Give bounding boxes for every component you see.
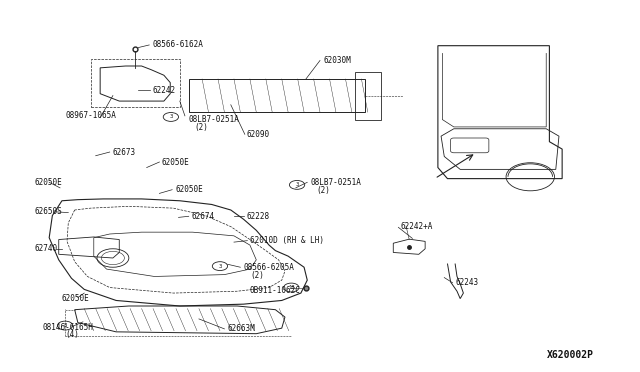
Text: 8: 8 — [63, 323, 67, 328]
Text: (2): (2) — [317, 186, 331, 195]
Text: 3: 3 — [218, 264, 221, 269]
Text: 62228: 62228 — [246, 212, 270, 221]
Text: (2): (2) — [250, 271, 264, 280]
Text: 0B911-1062C: 0B911-1062C — [250, 286, 301, 295]
Text: 3: 3 — [296, 182, 299, 187]
Text: 62050E: 62050E — [35, 178, 62, 187]
Text: 08LB7-0251A: 08LB7-0251A — [310, 178, 362, 187]
Text: 62673: 62673 — [113, 148, 136, 157]
Text: 08LB7-0251A: 08LB7-0251A — [188, 115, 239, 124]
Text: 08566-6162A: 08566-6162A — [152, 41, 204, 49]
Text: 62740: 62740 — [35, 244, 58, 253]
Text: 62050E: 62050E — [162, 157, 189, 167]
Text: 62650S: 62650S — [35, 207, 62, 217]
Text: (4): (4) — [65, 330, 79, 339]
Text: 62674: 62674 — [191, 212, 214, 221]
Text: 08967-1065A: 08967-1065A — [65, 111, 116, 121]
Text: X620002P: X620002P — [547, 350, 594, 359]
Text: 62090: 62090 — [246, 130, 270, 139]
Text: 3: 3 — [169, 115, 173, 119]
Text: 08566-6205A: 08566-6205A — [244, 263, 294, 272]
Text: 62663M: 62663M — [228, 324, 255, 333]
Text: 62050E: 62050E — [62, 294, 90, 303]
Text: 62010D (RH & LH): 62010D (RH & LH) — [250, 236, 324, 245]
Text: 18: 18 — [288, 285, 294, 290]
Text: 62242: 62242 — [152, 86, 175, 94]
Text: 62242+A: 62242+A — [401, 222, 433, 231]
Text: 62243: 62243 — [455, 278, 478, 287]
Text: 62030M: 62030M — [323, 56, 351, 65]
Text: 62050E: 62050E — [175, 185, 203, 194]
Text: (2): (2) — [195, 123, 209, 132]
Text: 08146-6165H: 08146-6165H — [43, 323, 93, 331]
